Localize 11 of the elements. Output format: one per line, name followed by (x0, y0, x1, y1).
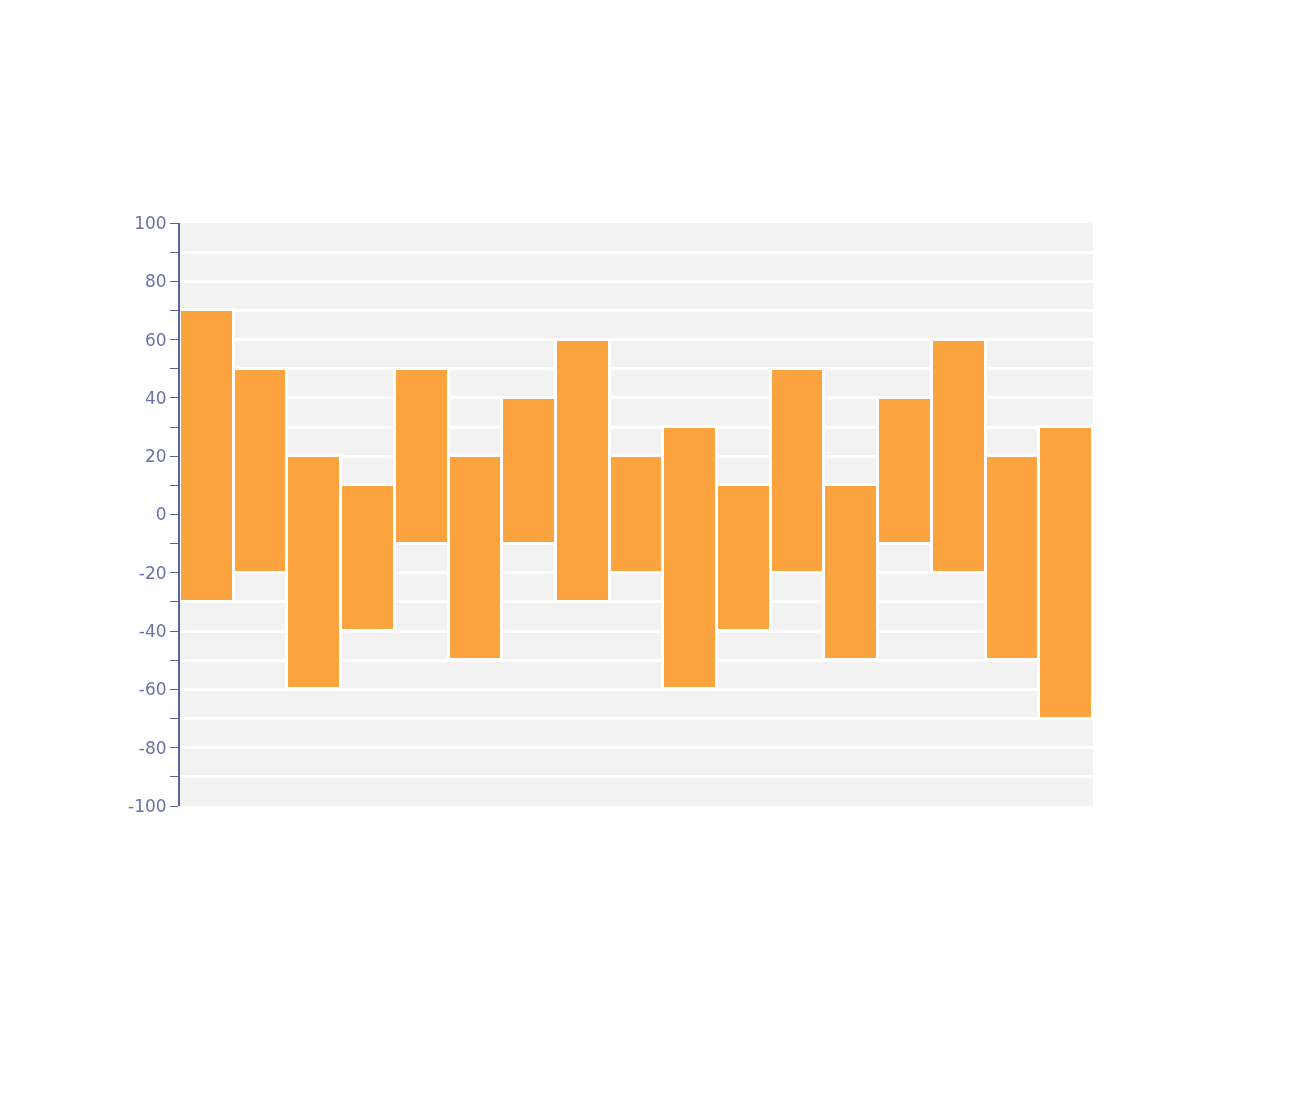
y-tick-label: 80 (144, 271, 167, 292)
y-tick-label: -80 (138, 737, 167, 758)
y-tick-label: 0 (155, 504, 167, 525)
y-tick-label: 100 (134, 212, 167, 233)
y-tick-label: -20 (138, 562, 167, 583)
y-tick-label: 20 (144, 446, 167, 467)
y-tick-label: -100 (128, 795, 167, 816)
y-tick-label: -60 (138, 679, 167, 700)
y-tick-label: -40 (138, 621, 167, 642)
y-tick-label: 40 (144, 387, 167, 408)
y-tick-label: 60 (144, 329, 167, 350)
